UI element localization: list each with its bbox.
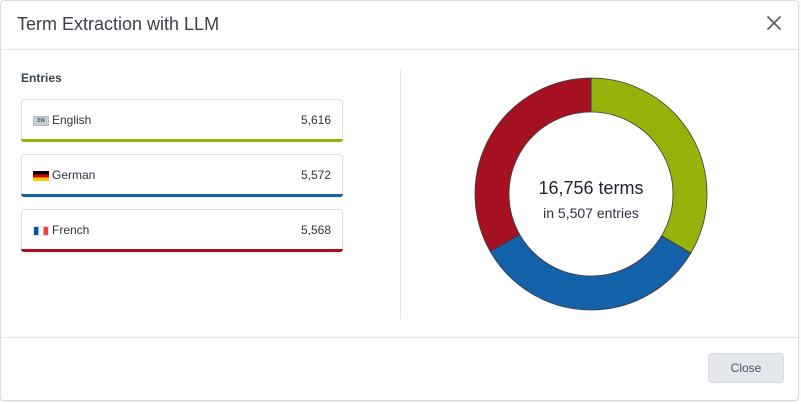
chart-center-label: 16,756 terms in 5,507 entries (471, 178, 711, 221)
entry-count: 5,572 (300, 168, 331, 182)
donut-slice-english (590, 77, 708, 254)
entry-language: English (52, 113, 92, 127)
entry-count: 5,568 (300, 223, 331, 237)
entry-card-english[interactable]: EN English 5,616 (21, 99, 343, 142)
entries-label: Entries (21, 71, 62, 85)
donut-chart (474, 77, 708, 311)
entry-color-bar (21, 139, 343, 142)
donut-slice-german (489, 233, 692, 311)
total-entries: in 5,507 entries (543, 205, 639, 221)
close-button[interactable]: Close (708, 353, 784, 383)
entry-color-bar (21, 249, 343, 252)
entry-color-bar (21, 194, 343, 197)
donut-slice-french (474, 77, 592, 252)
panel-divider (400, 69, 401, 319)
dialog-footer: Close (1, 337, 798, 400)
entry-card-french[interactable]: French 5,568 (21, 209, 343, 252)
entry-language: German (52, 168, 96, 182)
german-flag-icon (33, 171, 49, 181)
entry-language: French (52, 223, 90, 237)
close-icon[interactable] (764, 13, 784, 33)
entry-count: 5,616 (300, 113, 331, 127)
entry-card-german[interactable]: German 5,572 (21, 154, 343, 197)
french-flag-icon (33, 226, 49, 236)
total-terms: 16,756 terms (538, 178, 644, 198)
dialog-title: Term Extraction with LLM (17, 14, 220, 34)
dialog-header: Term Extraction with LLM (1, 1, 798, 50)
uk-flag-icon: EN (33, 116, 49, 126)
entries-panel: Entries EN English 5,616 German 5,572 Fr… (21, 71, 343, 264)
